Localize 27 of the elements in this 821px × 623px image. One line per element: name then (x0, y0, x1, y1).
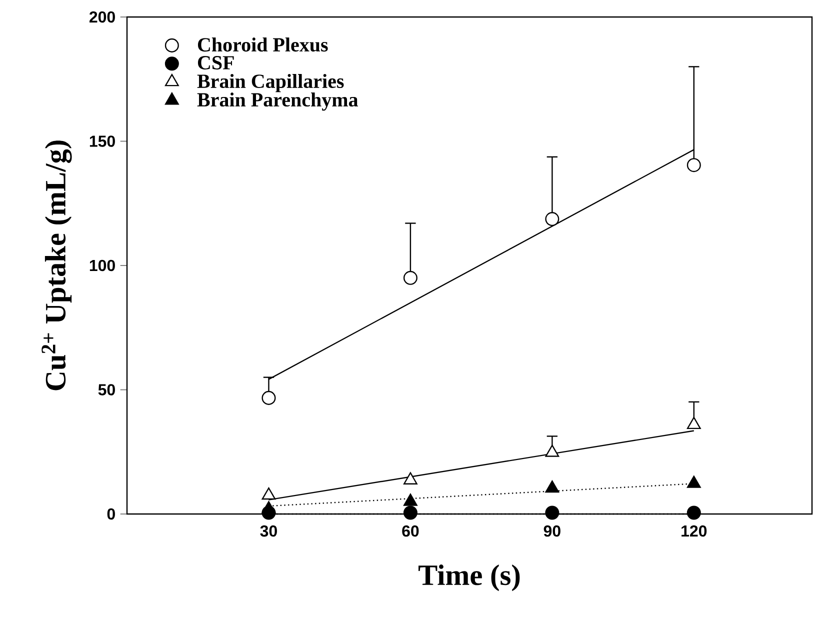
x-tick-label: 90 (544, 525, 560, 537)
y-tick-label: 100 (90, 260, 115, 272)
point (262, 501, 276, 514)
y-tick-label: 0 (107, 508, 115, 520)
point (545, 212, 560, 226)
point (545, 480, 560, 493)
point (404, 494, 418, 506)
y-tick-label: 150 (90, 136, 115, 147)
legend-label: Choroid Plexus (198, 38, 328, 52)
point (545, 444, 560, 457)
point (686, 416, 701, 430)
point (262, 487, 276, 500)
point (404, 472, 418, 484)
point (686, 476, 701, 488)
x-tick-label: 60 (402, 525, 419, 537)
point (686, 158, 701, 172)
x-axis-title: Time (s) (418, 564, 520, 592)
point (262, 390, 276, 405)
y-tick-label: 200 (89, 11, 115, 23)
y-axis-title: Cu$^{2+}$ Uptake (mL/g) (42, 140, 72, 390)
x-tick-label: 120 (682, 525, 707, 537)
legend-label: Brain Parenchyma (197, 92, 358, 111)
y-tick-label: 50 (98, 384, 115, 396)
x-tick-label: 30 (260, 525, 277, 537)
legend-label: CSF (198, 56, 234, 70)
legend-label: Brain Capillaries (197, 74, 344, 92)
point (403, 270, 418, 285)
